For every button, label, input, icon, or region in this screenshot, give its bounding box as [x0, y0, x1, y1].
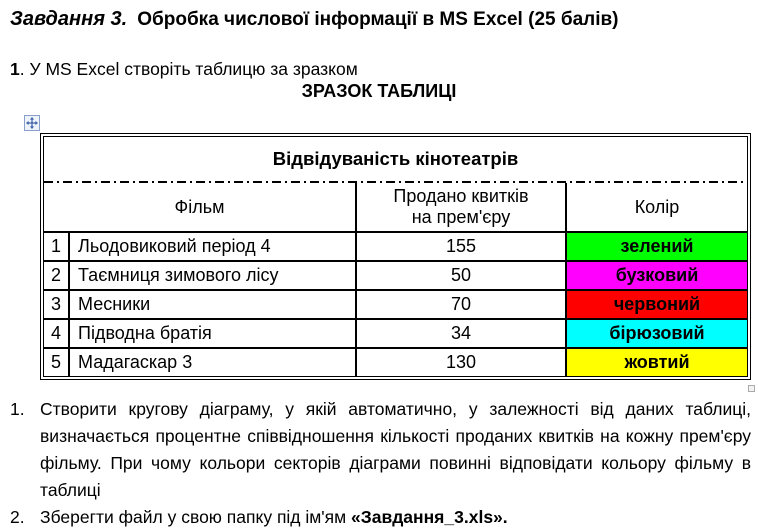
table-row: 2 Таємниця зимового лісу 50 бузковий	[44, 260, 747, 289]
list-item-text: Створити кругову діаграму, у якій автома…	[40, 396, 751, 504]
task-text-regular: Зберегти файл у свою папку під ім'ям	[40, 507, 352, 527]
film-cell: Мадагаскар 3	[70, 349, 357, 376]
table-row: 1 Льодовиковий період 4 155 зелений	[44, 231, 747, 260]
step-text: . У MS Excel створіть таблицю за зразком	[19, 59, 358, 79]
color-cell: бірюзовий	[567, 320, 747, 347]
tickets-cell: 130	[357, 349, 567, 376]
table-row: 3 Месники 70 червоний	[44, 289, 747, 318]
table-row: 4 Підводна братія 34 бірюзовий	[44, 318, 747, 347]
row-number: 3	[44, 291, 70, 318]
task-list: 1. Створити кругову діаграму, у якій авт…	[10, 396, 751, 531]
list-item: 2. Зберегти файл у свою папку під ім'ям …	[10, 504, 751, 531]
tickets-cell: 70	[357, 291, 567, 318]
row-number: 1	[44, 233, 70, 260]
table-resize-handle-icon[interactable]	[748, 385, 755, 392]
tickets-cell: 50	[357, 262, 567, 289]
film-cell: Месники	[70, 291, 357, 318]
color-cell: зелений	[567, 233, 747, 260]
table-row: 5 Мадагаскар 3 130 жовтий	[44, 347, 747, 376]
film-cell: Підводна братія	[70, 320, 357, 347]
column-header-color: Колір	[634, 196, 680, 217]
film-cell: Таємниця зимового лісу	[70, 262, 357, 289]
tickets-cell: 34	[357, 320, 567, 347]
color-cell: червоний	[567, 291, 747, 318]
column-header-tickets: Продано квитків на прем'єру	[357, 183, 567, 231]
tickets-cell: 155	[357, 233, 567, 260]
color-cell: жовтий	[567, 349, 747, 376]
row-number: 2	[44, 262, 70, 289]
color-cell: бузковий	[567, 262, 747, 289]
document-title: Завдання 3. Обробка числової інформації в…	[10, 8, 619, 31]
film-cell: Льодовиковий період 4	[70, 233, 357, 260]
list-item-number: 2.	[10, 507, 25, 527]
table-title: Відвідуваність кінотеатрів	[272, 148, 519, 169]
column-header-film: Фільм	[44, 183, 357, 231]
row-number: 4	[44, 320, 70, 347]
list-item-text: Зберегти файл у свою папку під ім'ям «За…	[40, 504, 751, 531]
table-header-row: Фільм Продано квитків на прем'єру Колір	[44, 183, 747, 231]
dash-dot-divider	[44, 181, 747, 183]
task-number-title: Завдання 3.	[10, 8, 128, 30]
task-text-bold: «Завдання_3.xls».	[351, 507, 508, 527]
row-number: 5	[44, 349, 70, 376]
list-item: 1. Створити кругову діаграму, у якій авт…	[10, 396, 751, 504]
sample-table-caption: ЗРАЗОК ТАБЛИЦІ	[301, 81, 457, 101]
task-text-regular: Створити кругову діаграму, у якій автома…	[40, 399, 751, 500]
table-move-handle-icon[interactable]	[24, 115, 40, 131]
task-subject-title: Обробка числової інформації в MS Excel (…	[137, 9, 619, 30]
sample-table: Відвідуваність кінотеатрів Фільм Продано…	[40, 133, 751, 380]
instruction-step-1: 1. У MS Excel створіть таблицю за зразко…	[10, 59, 358, 80]
list-item-number: 1.	[10, 399, 25, 419]
step-number: 1	[10, 59, 20, 79]
